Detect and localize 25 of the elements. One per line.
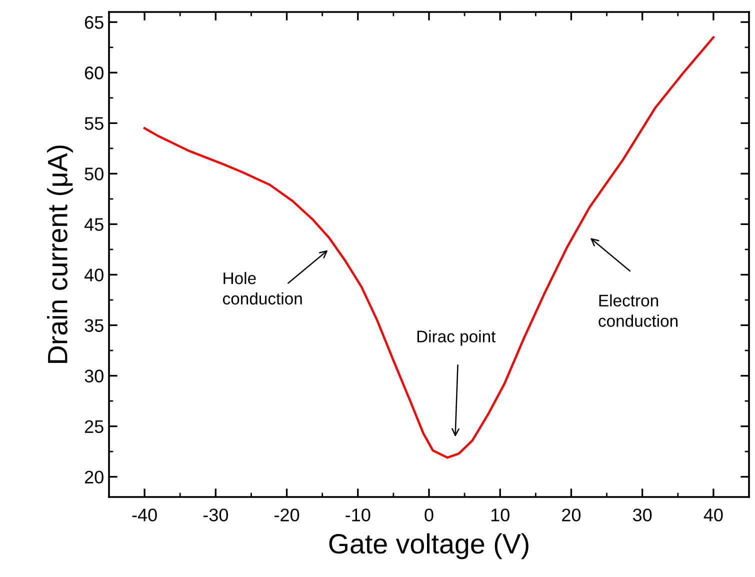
y-tick-label: 65 <box>84 16 104 29</box>
x-axis-title: Gate voltage (V) <box>329 533 528 560</box>
line-series <box>143 36 715 459</box>
x-tick-label: 0 <box>424 508 434 522</box>
y-tick-label: 55 <box>84 117 104 130</box>
x-tick-label: -30 <box>203 508 228 522</box>
x-tick-label: 40 <box>704 508 723 522</box>
x-tick-label: 20 <box>562 508 581 522</box>
y-tick-label: 45 <box>84 218 104 231</box>
y-axis-title: Drain current (μA) <box>47 146 73 363</box>
y-tick-label: 25 <box>84 420 104 433</box>
y-tick-label: 35 <box>84 319 104 332</box>
annotation: Electron conduction <box>598 294 678 327</box>
x-tick-label: 10 <box>491 508 510 522</box>
y-tick-label: 60 <box>84 66 104 80</box>
y-tick-label: 50 <box>84 168 104 180</box>
annotation: Hole conduction <box>222 272 302 305</box>
x-tick-label: 30 <box>632 508 652 522</box>
x-tick-label: -40 <box>132 508 157 522</box>
x-tick-label: -20 <box>274 508 300 522</box>
y-tick-label: 20 <box>84 470 104 484</box>
x-tick-label: -10 <box>346 508 370 522</box>
y-tick-label: 30 <box>84 370 104 382</box>
y-tick-label: 40 <box>84 268 104 282</box>
annotation: Dirac point <box>417 330 496 346</box>
